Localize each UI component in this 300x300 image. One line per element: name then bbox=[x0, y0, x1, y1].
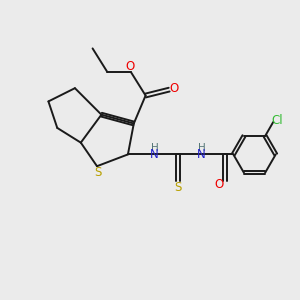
Text: S: S bbox=[94, 166, 102, 179]
Text: N: N bbox=[150, 148, 159, 161]
Text: O: O bbox=[125, 61, 135, 74]
Text: H: H bbox=[198, 143, 206, 153]
Text: N: N bbox=[197, 148, 206, 161]
Text: H: H bbox=[151, 143, 158, 153]
Text: O: O bbox=[214, 178, 223, 191]
Text: S: S bbox=[174, 181, 182, 194]
Text: O: O bbox=[169, 82, 179, 95]
Text: Cl: Cl bbox=[271, 114, 283, 127]
